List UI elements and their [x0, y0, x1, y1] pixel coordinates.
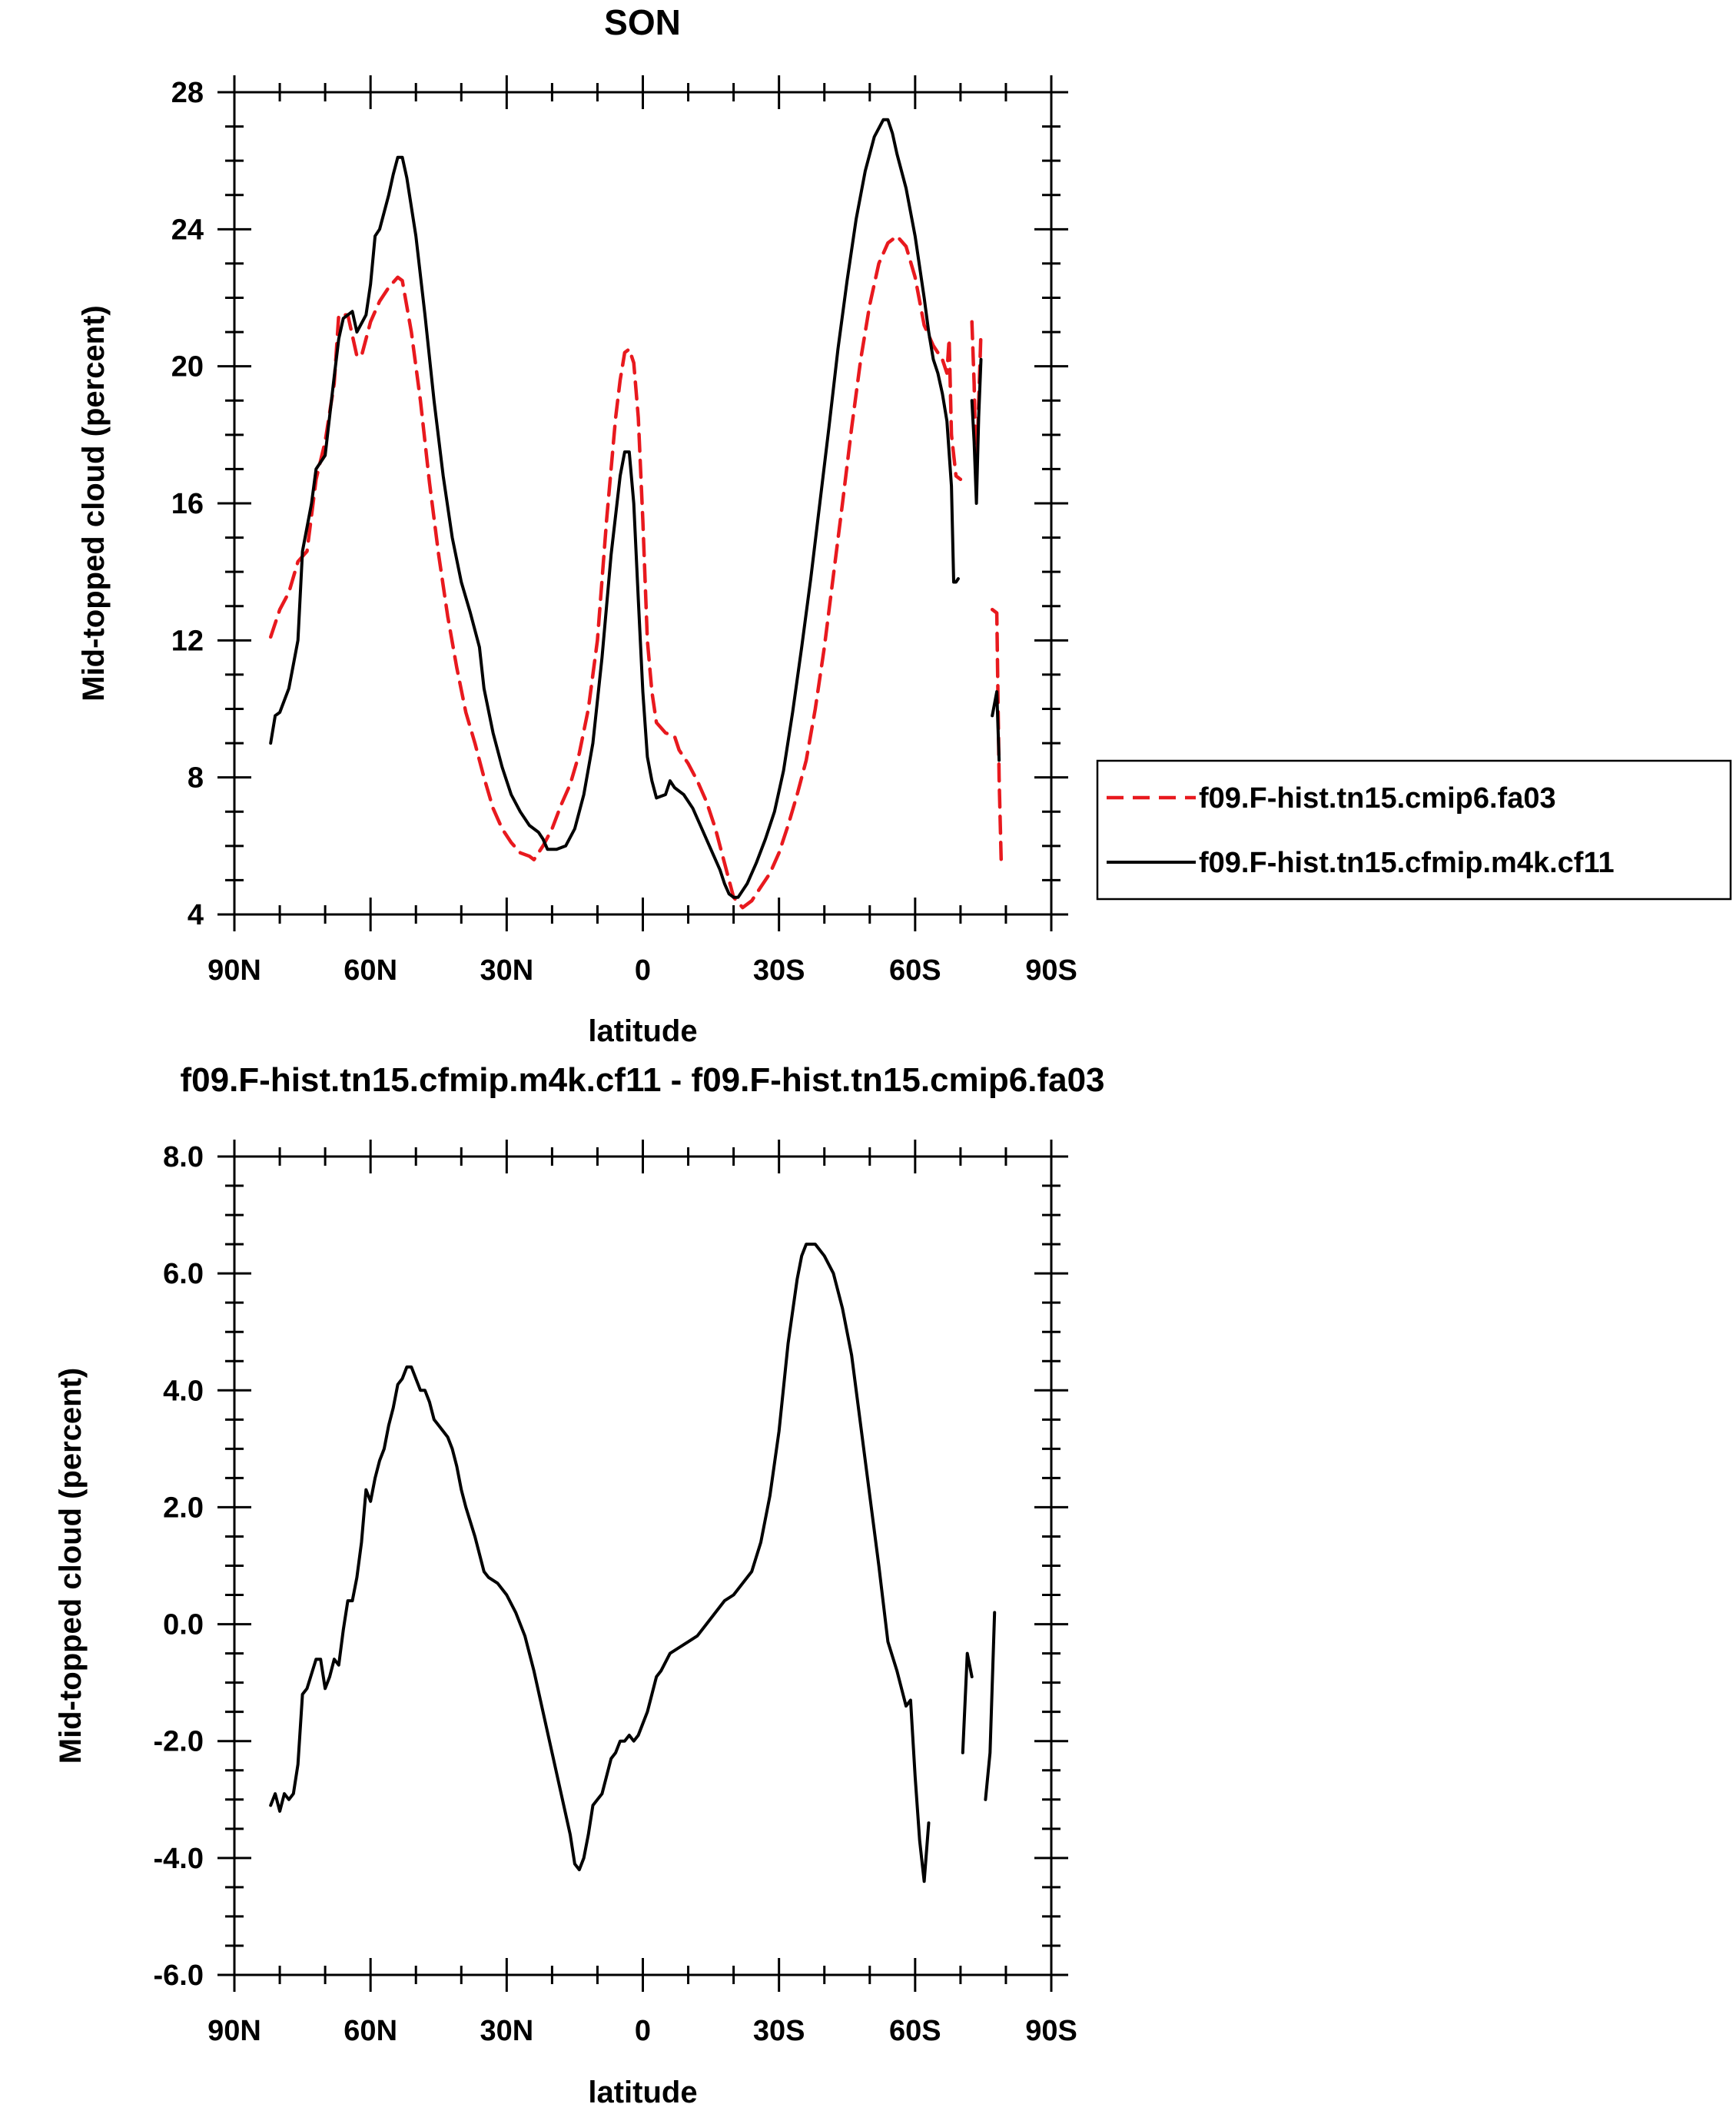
- chart-title: f09.F-hist.tn15.cfmip.m4k.cf11 - f09.F-h…: [180, 1061, 1104, 1099]
- x-axis-label: latitude: [588, 1014, 697, 1048]
- x-tick-label: 0: [635, 954, 651, 987]
- x-tick-label: 60N: [344, 2015, 397, 2047]
- y-tick-label: -6.0: [154, 1960, 204, 1992]
- series-1: [269, 1243, 997, 1883]
- chart-panel-2: f09.F-hist.tn15.cfmip.m4k.cf11 - f09.F-h…: [54, 1061, 1105, 2109]
- y-tick-label: 0.0: [163, 1609, 204, 1641]
- y-axis-label: Mid-topped cloud (percent): [77, 305, 111, 702]
- y-axis-label: Mid-topped cloud (percent): [54, 1368, 88, 1764]
- y-tick-label: 4: [188, 899, 204, 931]
- legend-box: [1096, 759, 1732, 901]
- axis-ticks: [217, 75, 1068, 931]
- x-axis-label: latitude: [588, 2076, 697, 2109]
- legend-label: f09.F-hist.tn15.cmip6.fa03: [1199, 782, 1556, 815]
- series-line: [984, 1611, 997, 1801]
- y-tick-label: 20: [171, 351, 204, 383]
- series-line: [991, 690, 1001, 762]
- x-tick-label: 90N: [207, 2015, 261, 2047]
- x-tick-label: 60S: [889, 954, 941, 987]
- y-tick-label: -2.0: [154, 1726, 204, 1758]
- series-line: [268, 234, 963, 910]
- y-tick-label: 6.0: [163, 1258, 204, 1290]
- y-tick-label: 2.0: [163, 1492, 204, 1524]
- x-tick-label: 30N: [480, 954, 533, 987]
- series-line: [990, 607, 1004, 868]
- series-line: [970, 357, 983, 505]
- chart-panel-1: SON 90N 60N 30N 0 30S 60S 90S 4 8 12 16 20 24 28 latitu…: [77, 2, 1732, 1048]
- x-tick-label: 90N: [207, 954, 261, 987]
- y-tick-label: 16: [171, 488, 204, 520]
- series-line: [269, 118, 960, 899]
- y-tick-label: 12: [171, 625, 204, 657]
- x-tick-label: 90S: [1025, 2015, 1077, 2047]
- series-line: [961, 1651, 974, 1754]
- x-tick-label: 30S: [753, 2015, 805, 2047]
- axis-ticks: [217, 1140, 1068, 1992]
- y-tick-label: 24: [171, 214, 204, 246]
- series-2: [269, 118, 1001, 899]
- x-tick-label: 0: [635, 2015, 651, 2047]
- y-tick-label: 8: [188, 762, 204, 795]
- x-tick-label: 30N: [480, 2015, 533, 2047]
- y-tick-label: -4.0: [154, 1843, 204, 1875]
- y-tick-label: 28: [171, 77, 204, 109]
- legend-label: f09.F-hist.tn15.cfmip.m4k.cf11: [1199, 847, 1615, 879]
- y-tick-label: 4.0: [163, 1375, 204, 1407]
- x-tick-label: 60N: [344, 954, 397, 987]
- y-tick-label: 8.0: [163, 1141, 204, 1173]
- chart-panels: SON 90N 60N 30N 0 30S 60S 90S 4 8 12 16 20 24 28 latitu…: [54, 2, 1732, 2109]
- legend: f09.F-hist.tn15.cmip6.fa03 f09.F-hist.tn1…: [1096, 759, 1732, 901]
- chart-title: SON: [604, 2, 681, 42]
- series-line: [269, 1243, 931, 1883]
- x-tick-label: 90S: [1025, 954, 1077, 987]
- x-tick-label: 30S: [753, 954, 805, 987]
- x-tick-label: 60S: [889, 2015, 941, 2047]
